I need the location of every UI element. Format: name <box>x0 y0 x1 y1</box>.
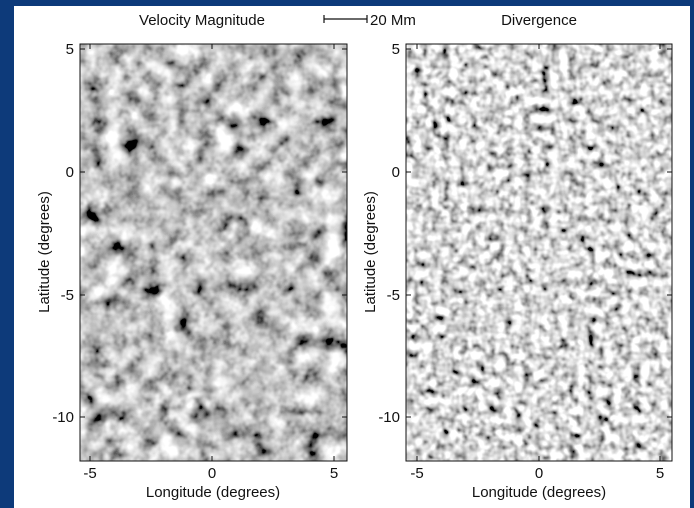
panel-2-ytick: -10 <box>378 409 400 426</box>
velocity-magnitude-image <box>80 44 347 461</box>
panel-1-ytick: 0 <box>66 164 74 181</box>
panel-2-xtick: -5 <box>410 465 423 482</box>
panel-1-ytick: 5 <box>66 41 74 58</box>
panel-1-xtick: 0 <box>208 465 216 482</box>
panel-2-ytick: 5 <box>392 41 400 58</box>
panel-1-xtick: -5 <box>83 465 96 482</box>
panel-2-title: Divergence <box>501 12 577 29</box>
figure-svg: Velocity Magnitude 20 Mm Divergence 5 0 … <box>36 12 673 501</box>
panel-2-ylabel: Latitude (degrees) <box>362 191 379 313</box>
panel-1-ylabel: Latitude (degrees) <box>36 191 53 313</box>
panel-1-title: Velocity Magnitude <box>139 12 265 29</box>
scale-bar-label: 20 Mm <box>370 12 416 29</box>
panel-1-xlabel: Longitude (degrees) <box>146 484 280 501</box>
panel-2-ytick: -5 <box>387 287 400 304</box>
panel-divergence: 5 0 -5 -10 -5 0 5 Longitude (degrees) La… <box>362 41 673 501</box>
panel-2-ticks <box>406 44 672 461</box>
panel-1-ytick: -5 <box>61 287 74 304</box>
panel-1-border <box>79 43 348 462</box>
panel-2-xtick: 0 <box>535 465 543 482</box>
scale-bar: 20 Mm <box>323 12 416 29</box>
panel-2-xtick: 5 <box>656 465 664 482</box>
panel-1-ytick: -10 <box>52 409 74 426</box>
panel-velocity-magnitude: 5 0 -5 -10 -5 0 5 Longitude (degrees) La… <box>36 41 348 501</box>
panel-1-ticks <box>80 44 347 461</box>
panel-2-xlabel: Longitude (degrees) <box>472 484 606 501</box>
divergence-image <box>406 44 672 461</box>
panel-1-xtick: 5 <box>330 465 338 482</box>
figure-frame: Velocity Magnitude 20 Mm Divergence 5 0 … <box>14 6 690 508</box>
panel-2-ytick: 0 <box>392 164 400 181</box>
